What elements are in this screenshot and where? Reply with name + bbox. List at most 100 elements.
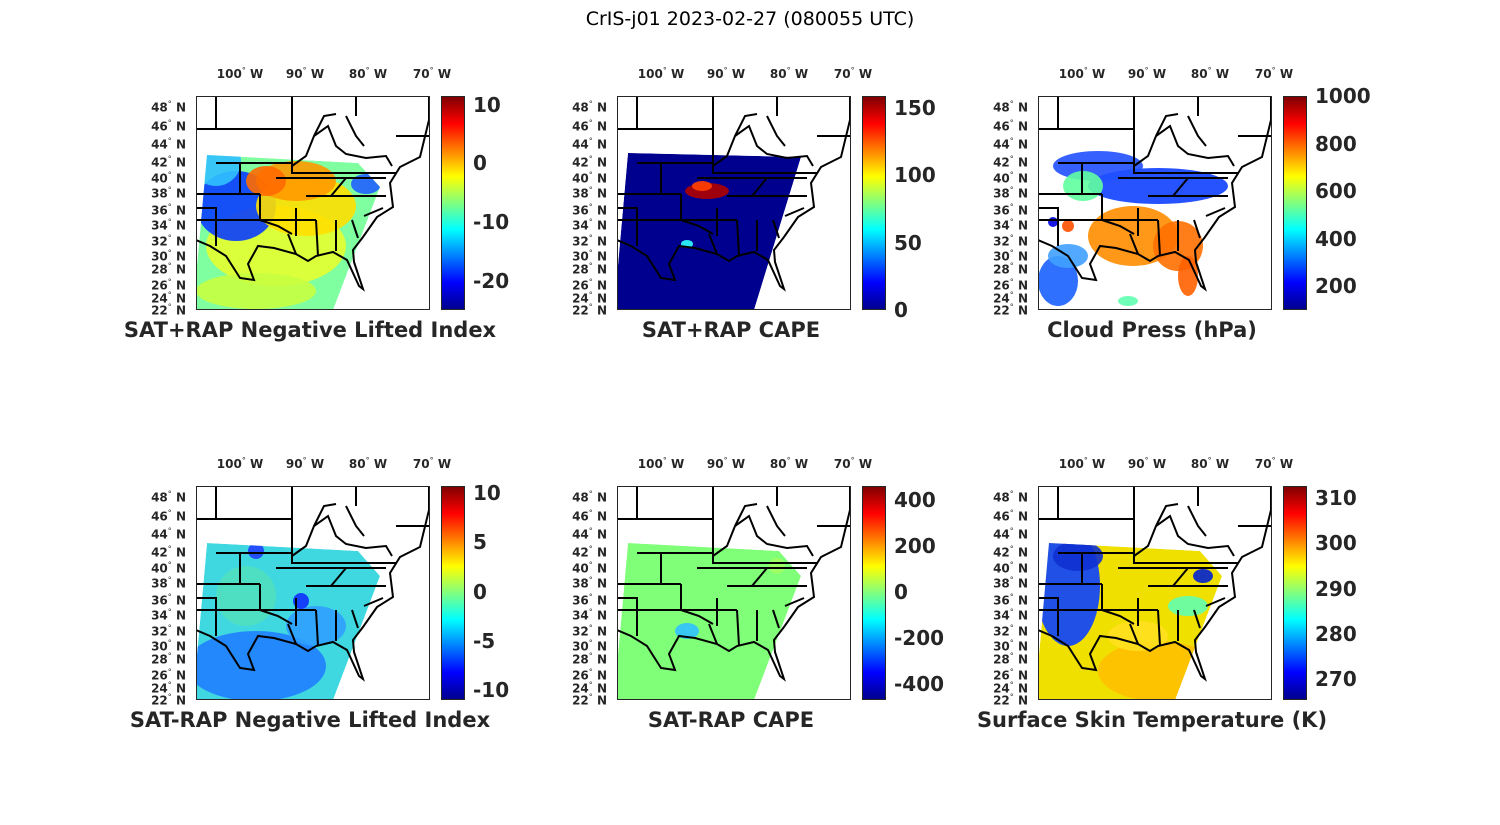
data-layer [617, 486, 851, 700]
colorbar [1283, 96, 1307, 310]
lat-value: 38 [572, 186, 589, 201]
degree-symbol: ° [1009, 680, 1014, 690]
lat-value: 40 [993, 171, 1010, 186]
lat-hemisphere: N [1017, 652, 1028, 667]
lat-value: 36 [993, 203, 1010, 218]
colorbar-tick-label: -20 [473, 268, 510, 293]
lat-hemisphere: N [175, 509, 186, 524]
lat-value: 22 [572, 693, 589, 708]
lat-value: 26 [993, 278, 1010, 293]
lat-hemisphere: N [175, 668, 186, 683]
lat-hemisphere: N [596, 137, 607, 152]
degree-symbol: ° [1009, 136, 1014, 146]
lat-value: 46 [572, 509, 589, 524]
lat-tick-label: 42° N [993, 545, 1028, 560]
colorbar-tick-label: 600 [1315, 179, 1357, 204]
lat-hemisphere: N [175, 608, 186, 623]
lat-hemisphere: N [1017, 668, 1028, 683]
lat-value: 26 [993, 668, 1010, 683]
lat-value: 28 [151, 262, 168, 277]
degree-symbol: ° [167, 261, 172, 271]
degree-symbol: ° [1009, 118, 1014, 128]
lat-tick-label: 24° N [151, 291, 186, 306]
state-border [680, 219, 714, 235]
degree-symbol: ° [1144, 66, 1149, 75]
map-axes [617, 96, 851, 310]
lat-value: 30 [993, 249, 1010, 264]
colorbar-tick-label: -400 [894, 671, 945, 696]
lat-value: 32 [151, 234, 168, 249]
degree-symbol: ° [1009, 277, 1014, 287]
colorbar-tick-label: -200 [894, 625, 945, 650]
lon-tick-label: 80° W [1191, 456, 1229, 471]
lat-hemisphere: N [175, 624, 186, 639]
state-border [680, 609, 714, 625]
lat-hemisphere: N [1017, 262, 1028, 277]
lat-tick-label: 48° N [151, 100, 186, 115]
lon-hemisphere: W [671, 67, 685, 81]
lat-hemisphere: N [175, 576, 186, 591]
degree-symbol: ° [662, 456, 667, 465]
lat-tick-label: 32° N [151, 234, 186, 249]
lat-hemisphere: N [175, 278, 186, 293]
state-border [617, 207, 638, 246]
state-border [259, 219, 293, 235]
data-blob [1038, 543, 1100, 646]
lat-tick-label: 44° N [151, 137, 186, 152]
lat-value: 32 [572, 234, 589, 249]
lat-value: 22 [572, 303, 589, 318]
lat-value: 42 [993, 545, 1010, 560]
lon-tick-label: 100° W [217, 66, 264, 81]
lat-value: 28 [572, 262, 589, 277]
state-border [1101, 584, 1158, 611]
colorbar-tick-label: 0 [473, 151, 487, 176]
degree-symbol: ° [1009, 154, 1014, 164]
lat-tick-label: 48° N [572, 490, 607, 505]
degree-symbol: ° [1009, 233, 1014, 243]
lon-tick-label: 70° W [413, 456, 451, 471]
lat-hemisphere: N [596, 681, 607, 696]
degree-symbol: ° [1009, 508, 1014, 518]
lat-hemisphere: N [1017, 608, 1028, 623]
degree-symbol: ° [588, 118, 593, 128]
state-border [259, 584, 316, 611]
lat-value: 46 [993, 119, 1010, 134]
colorbar-tick-label: -10 [473, 210, 510, 235]
lat-value: 36 [151, 203, 168, 218]
degree-symbol: ° [588, 680, 593, 690]
degree-symbol: ° [1009, 526, 1014, 536]
lon-value: 80 [1190, 457, 1208, 471]
lon-hemisphere: W [858, 67, 873, 81]
colorbar-tick-label: 50 [894, 230, 922, 255]
great-lakes-outline [291, 503, 393, 557]
data-blob [248, 543, 264, 559]
lat-hemisphere: N [596, 278, 607, 293]
degree-symbol: ° [167, 217, 172, 227]
lat-tick-label: 42° N [993, 155, 1028, 170]
great-lakes-outline [712, 503, 814, 557]
lat-hemisphere: N [596, 249, 607, 264]
lon-value: 100 [216, 457, 242, 471]
lat-tick-label: 32° N [572, 234, 607, 249]
lat-value: 40 [151, 561, 168, 576]
colorbar [441, 96, 465, 310]
state-border [1133, 486, 1238, 564]
colorbar-tick-label: 310 [1315, 486, 1357, 511]
lat-value: 30 [151, 249, 168, 264]
lon-tick-label: 90° W [707, 66, 745, 81]
degree-symbol: ° [1009, 290, 1014, 300]
lat-hemisphere: N [1017, 509, 1028, 524]
lat-value: 48 [993, 490, 1010, 505]
lat-hemisphere: N [175, 561, 186, 576]
state-border [1038, 597, 1059, 636]
degree-symbol: ° [1083, 456, 1088, 465]
lat-tick-label: 24° N [151, 681, 186, 696]
lat-value: 40 [572, 171, 589, 186]
degree-symbol: ° [723, 66, 728, 75]
colorbar-tick-label: 200 [894, 533, 936, 558]
lat-hemisphere: N [175, 137, 186, 152]
axes-box [1038, 486, 1272, 700]
lat-hemisphere: N [175, 639, 186, 654]
lat-hemisphere: N [596, 218, 607, 233]
lat-tick-label: 40° N [572, 561, 607, 576]
